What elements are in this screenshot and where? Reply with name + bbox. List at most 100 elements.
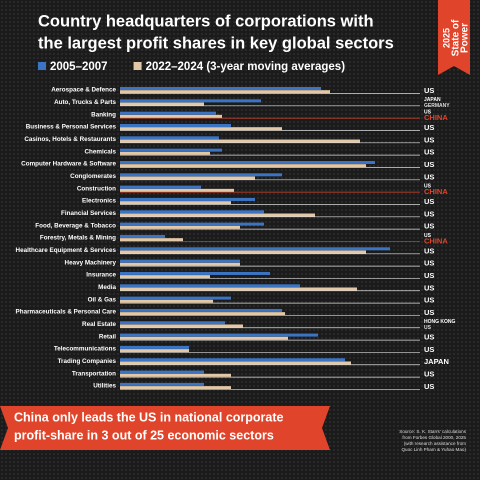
bar — [120, 136, 219, 140]
category-label: Forestry, Metals & Mining — [40, 235, 116, 242]
legend-swatch — [133, 62, 142, 70]
category-label: Pharmaceuticals & Personal Care — [16, 309, 117, 316]
leader-country: US — [424, 209, 434, 218]
bar — [120, 210, 264, 214]
source-note: (with research assistance from — [404, 441, 466, 446]
bar — [120, 308, 282, 312]
category-label: Oil & Gas — [88, 296, 117, 303]
category-label: Business & Personal Services — [26, 124, 117, 131]
annotation: profit-share in 3 out of 25 economic sec… — [14, 428, 274, 442]
banner-text: Power — [460, 23, 471, 53]
bar — [120, 185, 201, 189]
annotation: China only leads the US in national corp… — [14, 410, 284, 424]
bar — [120, 370, 204, 374]
legend-swatch — [38, 62, 46, 70]
category-label: Conglomerates — [70, 173, 116, 180]
banner — [438, 0, 470, 75]
bar — [120, 250, 366, 254]
bar — [120, 324, 243, 328]
bar — [120, 259, 240, 263]
bar — [120, 90, 330, 94]
category-label: Auto, Trucks & Parts — [54, 99, 116, 106]
bar — [120, 127, 282, 131]
leader-country: US — [424, 283, 434, 292]
leader-country: US — [424, 160, 434, 169]
bar — [120, 312, 285, 316]
leader-country: US — [424, 109, 432, 115]
legend-label: 2005–2007 — [50, 61, 108, 73]
category-label: Utilities — [93, 383, 116, 390]
leader-country: US — [424, 345, 434, 354]
bar — [120, 333, 318, 337]
category-label: Retail — [99, 333, 116, 340]
leader-country: GERMANY — [424, 103, 450, 109]
bar — [120, 386, 231, 390]
category-label: Telecommunications — [54, 346, 117, 353]
leader-country: US — [424, 246, 434, 255]
leader-country: US — [424, 325, 432, 331]
leader-country: US — [424, 259, 434, 268]
category-label: Insurance — [86, 272, 116, 279]
bar — [120, 262, 240, 266]
bar — [120, 345, 189, 349]
category-label: Real Estate — [82, 321, 116, 328]
leader-country: US — [424, 172, 434, 181]
source-note: Quoc Linh Pham & Yuhao Mao) — [401, 447, 466, 452]
legend-label: 2022–2024 (3-year moving averages) — [146, 61, 346, 73]
bar — [120, 164, 366, 168]
leader-country: US — [424, 333, 434, 342]
category-label: Aerospace & Defence — [51, 87, 116, 94]
category-label: Transportation — [72, 370, 116, 377]
bar — [120, 361, 351, 365]
category-label: Heavy Machinery — [65, 259, 117, 266]
leader-country: US — [424, 271, 434, 280]
category-label: Construction — [77, 185, 116, 192]
category-label: Trading Companies — [58, 358, 117, 365]
leader-country: US — [424, 222, 434, 231]
leader-country: US — [424, 197, 434, 206]
category-label: Healthcare Equipment & Services — [16, 247, 117, 254]
category-label: Electronics — [82, 198, 116, 205]
category-label: Banking — [91, 111, 116, 118]
bar — [120, 222, 264, 226]
leader-country: US — [424, 382, 434, 391]
bar — [120, 238, 183, 242]
banner-year: 2025 — [441, 28, 451, 48]
bar — [120, 382, 204, 386]
category-label: Food, Beverage & Tobacco — [35, 222, 116, 229]
bar — [120, 275, 210, 279]
category-label: Chemicals — [85, 148, 117, 155]
bar — [120, 373, 231, 377]
leader-country: US — [424, 148, 434, 157]
leader-country: US — [424, 86, 434, 95]
leader-country: CHINA — [424, 113, 448, 122]
bar — [120, 336, 288, 340]
leader-country: CHINA — [424, 187, 448, 196]
leader-country: US — [424, 233, 432, 239]
source-note: from Forbes Global 2000, 2025 — [402, 435, 466, 440]
bar — [120, 287, 357, 291]
bar — [120, 201, 231, 205]
bar — [120, 102, 204, 106]
source-note: Source: S. K. Starrs' calculations — [399, 429, 466, 434]
bar — [120, 173, 282, 177]
bar — [120, 160, 375, 164]
category-label: Casinos, Hotels & Restaurants — [24, 136, 116, 143]
bar — [120, 87, 321, 90]
bar — [120, 148, 222, 152]
leader-country: US — [424, 296, 434, 305]
leader-country: US — [424, 308, 434, 317]
bar — [120, 213, 315, 217]
chart-title: Country headquarters of corporations wit… — [38, 12, 374, 30]
bar — [120, 271, 270, 275]
annotation-ribbon — [0, 406, 330, 450]
banner-text: State of — [451, 19, 462, 56]
bar — [120, 234, 165, 238]
leader-country: US — [424, 135, 434, 144]
bar — [120, 299, 213, 303]
bar — [120, 123, 231, 127]
leader-country: HONG KONG — [424, 319, 456, 325]
bar — [120, 139, 360, 143]
leader-country: US — [424, 370, 434, 379]
leader-country: CHINA — [424, 236, 448, 245]
